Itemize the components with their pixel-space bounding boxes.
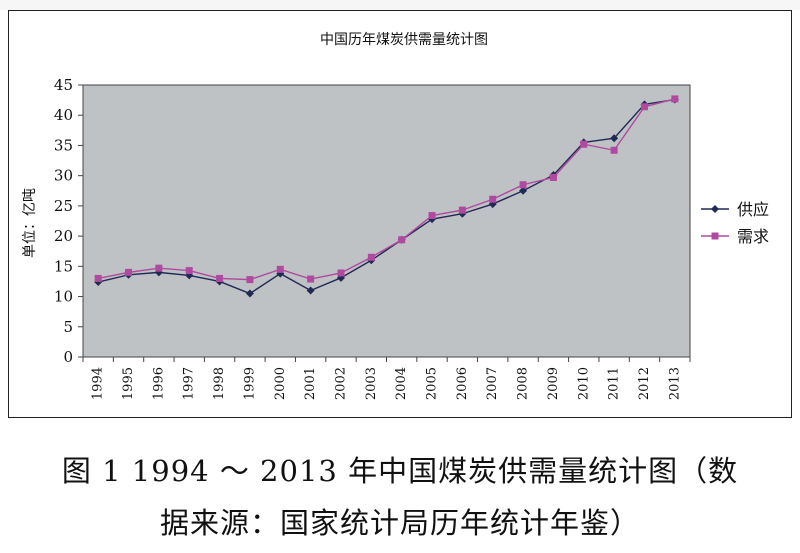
x-tick-label: 2013 (667, 367, 682, 400)
data-point-series-2 (367, 253, 375, 261)
x-tick-label: 2001 (303, 367, 318, 400)
data-point-series-2 (610, 146, 618, 154)
y-tick-label: 45 (54, 76, 73, 94)
x-tick-label: 2010 (576, 367, 591, 400)
chart-frame: 中国历年煤炭供需量统计图 单位：亿吨 0 5 10 15 20 25 30 35 40 45 19… (8, 10, 792, 418)
top-strip (0, 0, 800, 10)
y-tick-label: 0 (63, 348, 73, 366)
x-tick-label: 1998 (212, 367, 227, 400)
data-point-series-2 (458, 206, 466, 214)
x-tick-label: 1994 (91, 367, 106, 400)
series-line-1 (98, 98, 675, 295)
x-tick-label: 2009 (546, 367, 561, 400)
data-point-series-2 (276, 265, 284, 273)
x-tick-label: 2005 (425, 367, 440, 400)
x-tick-label: 2011 (607, 367, 622, 400)
data-point-series-1 (245, 289, 254, 298)
data-point-series-2 (671, 95, 679, 103)
data-point-series-2 (125, 268, 133, 276)
x-tick-label: 2003 (364, 367, 379, 400)
y-tick-label: 35 (54, 136, 73, 154)
data-point-series-2 (489, 195, 497, 203)
legend-label: 需求 (737, 227, 769, 246)
data-point-series-1 (519, 186, 528, 195)
chart-title: 中国历年煤炭供需量统计图 (320, 32, 488, 48)
figure-caption-line-2: 据来源：国家统计局历年统计年鉴） (159, 506, 640, 540)
y-axis-label: 单位：亿吨 (22, 188, 38, 258)
y-tick-label: 15 (54, 257, 73, 275)
x-tick-label: 1995 (121, 367, 136, 400)
data-point-series-2 (428, 212, 436, 220)
line-chart: 中国历年煤炭供需量统计图 单位：亿吨 0 5 10 15 20 25 30 35 40 45 19… (22, 32, 769, 400)
x-tick-label: 2006 (455, 367, 470, 400)
x-tick-label: 2007 (485, 367, 500, 400)
data-point-series-2 (246, 276, 254, 284)
x-tick-label: 1996 (151, 367, 166, 400)
data-point-series-2 (155, 264, 163, 272)
data-point-series-2 (640, 103, 648, 111)
y-tick-label: 5 (63, 318, 73, 336)
x-tick-label: 2012 (637, 367, 652, 400)
y-tick-label: 30 (54, 167, 73, 185)
data-point-series-2 (94, 274, 102, 282)
y-tick-label: 25 (54, 197, 73, 215)
data-point-series-2 (185, 267, 193, 275)
legend-label: 供应 (737, 200, 769, 219)
x-tick-label: 2000 (273, 367, 288, 400)
data-point-series-2 (580, 140, 588, 148)
data-point-series-2 (307, 275, 315, 283)
legend-marker (711, 205, 719, 213)
y-tick-label: 20 (54, 227, 73, 245)
figure-caption-line-1: 图 1 1994 ～ 2013 年中国煤炭供需量统计图（数 (61, 454, 739, 488)
data-point-series-2 (337, 269, 345, 277)
y-tick-label: 10 (54, 288, 73, 306)
data-point-series-1 (610, 134, 619, 143)
data-point-series-2 (216, 274, 224, 282)
series-line-2 (98, 98, 676, 281)
plot-area (82, 84, 691, 358)
data-point-series-2 (519, 181, 527, 189)
data-point-series-2 (398, 236, 406, 244)
x-tick-label: 2008 (516, 367, 531, 400)
legend-marker (711, 232, 719, 240)
x-tick-label: 2004 (394, 367, 409, 400)
data-point-series-1 (306, 286, 315, 295)
x-tick-label: 1997 (182, 367, 197, 400)
x-tick-label: 1999 (242, 367, 257, 400)
y-tick-label: 40 (54, 106, 73, 124)
x-tick-label: 2002 (333, 367, 348, 400)
data-point-series-2 (549, 173, 557, 181)
